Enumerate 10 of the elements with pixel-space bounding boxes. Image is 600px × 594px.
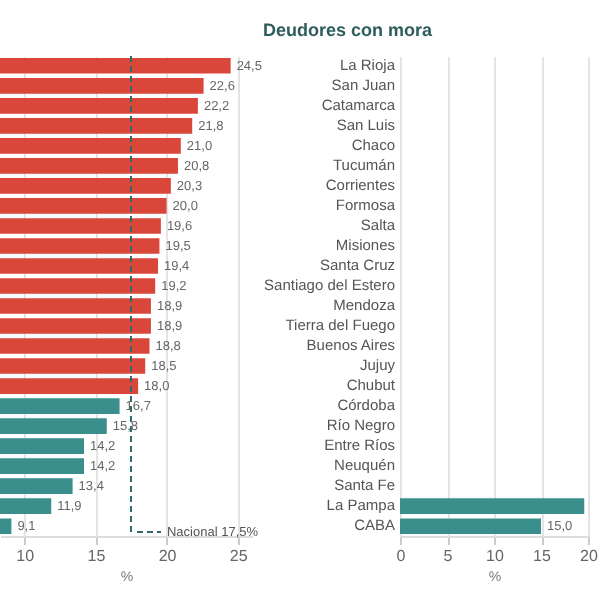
x-tick-label: 15 (533, 547, 552, 565)
x-tick-label: 20 (158, 547, 178, 565)
x-tick-label: 20 (580, 547, 599, 565)
chart-title: Deudores con mora (263, 20, 435, 40)
x-tick-label: 10 (486, 547, 505, 565)
x-tick-label: 15 (87, 547, 107, 565)
x-tick-label: 25 (229, 547, 249, 565)
x-tick-label: 10 (16, 547, 36, 565)
x-tick-label: 0 (396, 547, 407, 565)
x-tick-label: 5 (443, 547, 454, 565)
